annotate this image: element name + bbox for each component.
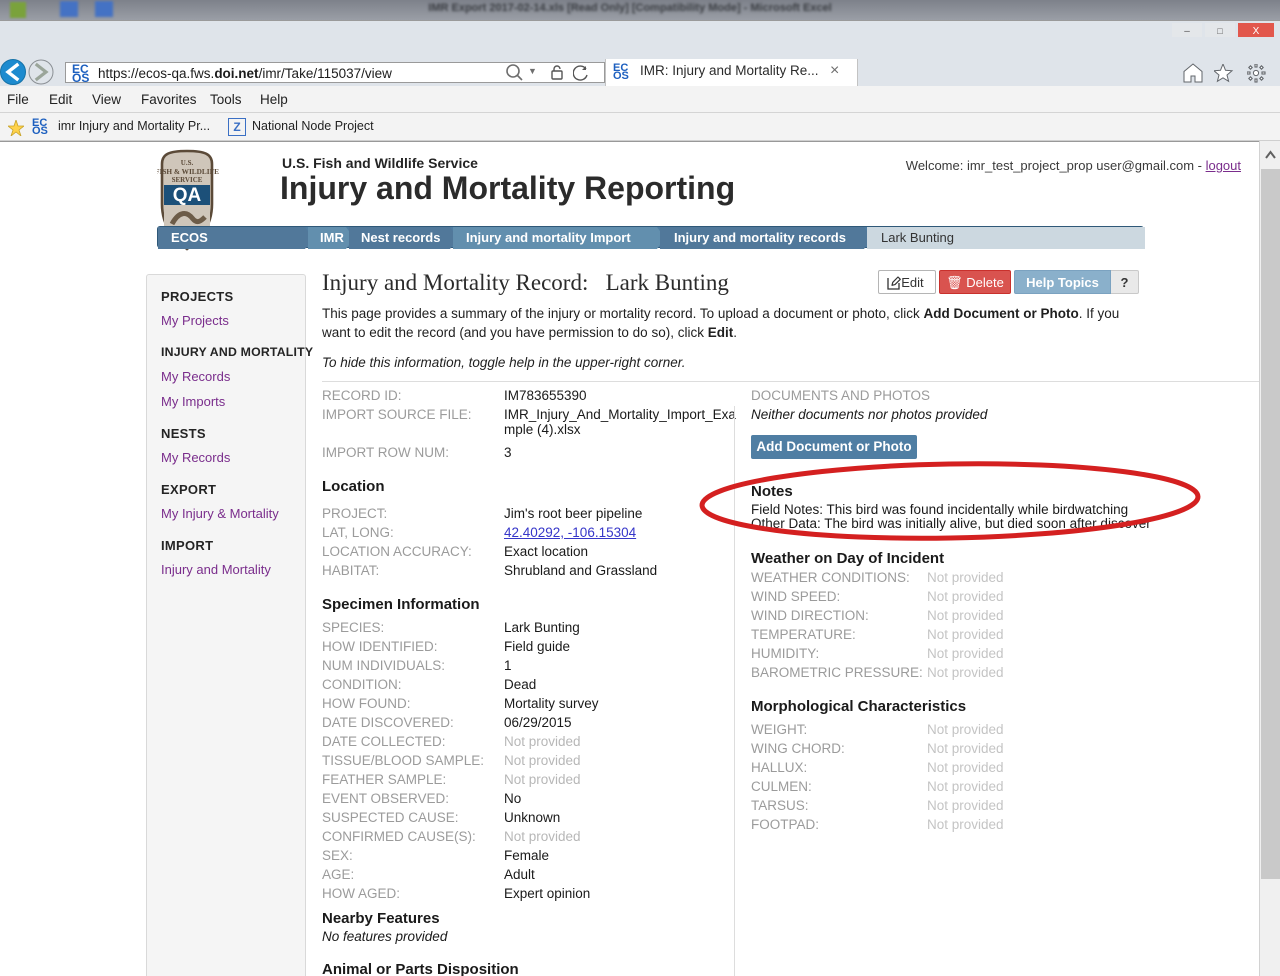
svg-text:–: – [1184, 26, 1190, 37]
svg-text:X: X [1253, 26, 1260, 37]
svg-text:□: □ [1217, 26, 1223, 36]
svg-text:SERVICE: SERVICE [172, 176, 203, 184]
svg-text:FISH & WILDLIFE: FISH & WILDLIFE [157, 167, 219, 176]
svg-text:U.S.: U.S. [181, 159, 194, 167]
svg-text:QA: QA [173, 185, 202, 206]
